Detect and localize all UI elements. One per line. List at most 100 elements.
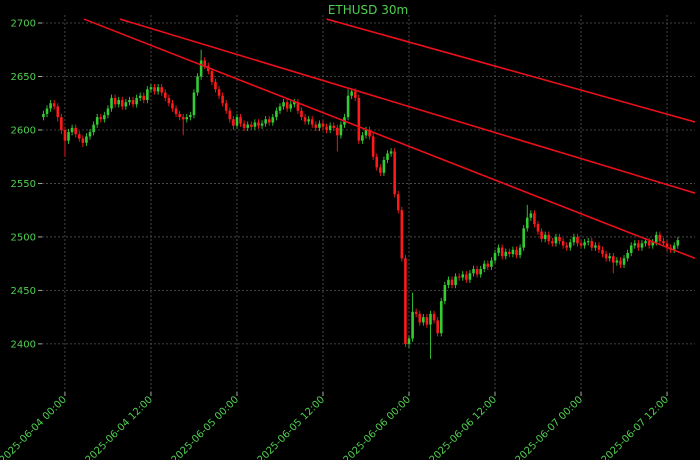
candle-body <box>368 129 371 137</box>
candle-body <box>357 97 361 141</box>
candle-body <box>303 117 307 122</box>
candle-body <box>289 104 293 109</box>
candle-body <box>246 124 250 128</box>
candle-body <box>339 124 343 136</box>
trend-line <box>83 18 695 260</box>
candle-body <box>662 241 665 244</box>
candle-body <box>260 123 264 126</box>
candle-body <box>300 110 303 118</box>
candle-body <box>594 245 597 248</box>
candle-body <box>375 156 379 168</box>
candle-body <box>579 243 583 246</box>
candle-body <box>346 95 350 118</box>
candle-body <box>113 97 117 105</box>
candle-body <box>45 108 49 114</box>
candle-body <box>425 317 429 325</box>
x-tick-label: 2025-06-04 00:00 <box>0 394 69 460</box>
candle-body <box>676 240 680 246</box>
candle-body <box>314 124 318 128</box>
candle-body <box>117 100 120 105</box>
candle-body <box>49 103 52 109</box>
candle-body <box>511 249 515 255</box>
candle-body <box>214 81 217 90</box>
candle-body <box>325 126 328 130</box>
candle-body <box>332 125 336 128</box>
candle-body <box>619 260 622 265</box>
candle-body <box>353 91 357 98</box>
candle-body <box>88 132 92 137</box>
candle-body <box>63 129 67 141</box>
candle-body <box>554 236 558 244</box>
chart-title: ETHUSD 30m <box>328 3 408 17</box>
candle-body <box>572 236 576 243</box>
candle-body <box>361 135 364 141</box>
candle-body <box>74 127 77 135</box>
candle-body <box>504 251 508 257</box>
candle-body <box>551 241 554 244</box>
candle-body <box>56 106 60 118</box>
candle-body <box>522 228 525 248</box>
candle-body <box>586 241 590 243</box>
candle-body <box>267 119 271 123</box>
candle-body <box>181 117 185 120</box>
candle-body <box>633 243 637 246</box>
candle-body <box>393 151 396 195</box>
candle-body <box>518 247 522 256</box>
candle-body <box>629 245 633 253</box>
candle-body <box>124 102 128 107</box>
candle-body <box>81 138 85 143</box>
candle-body <box>644 241 647 244</box>
candle-body <box>454 276 457 286</box>
candle-body <box>275 110 278 118</box>
candle-body <box>189 114 192 118</box>
candle-body <box>418 313 422 323</box>
candle-body <box>203 60 207 66</box>
candle-body <box>95 117 99 125</box>
candle-body <box>106 108 110 115</box>
candle-body <box>253 122 257 127</box>
candle-body <box>70 127 74 133</box>
y-tick-label: 2600 <box>11 125 36 136</box>
candle-body <box>142 95 146 101</box>
candle-body <box>604 254 608 259</box>
x-tick-label: 2025-06-06 12:00 <box>428 394 500 460</box>
y-tick-label: 2550 <box>11 179 36 190</box>
y-tick-label: 2400 <box>11 339 36 350</box>
candle-body <box>146 89 149 101</box>
candle-body <box>174 108 178 114</box>
candle-body <box>414 311 418 314</box>
candle-body <box>379 167 382 173</box>
x-tick-label: 2025-06-05 12:00 <box>256 394 328 460</box>
candle-body <box>525 217 529 229</box>
candle-body <box>655 234 658 243</box>
x-tick-label: 2025-06-07 00:00 <box>514 394 586 460</box>
candle-body <box>640 243 644 248</box>
candle-body <box>371 136 375 157</box>
candle-body <box>128 100 131 103</box>
y-tick-label: 2700 <box>11 19 36 30</box>
candle-body <box>482 263 486 270</box>
candle-body <box>672 245 676 250</box>
candle-body <box>185 117 189 120</box>
candle-body <box>178 113 181 118</box>
candle-body <box>250 124 253 127</box>
candle-body <box>52 103 56 107</box>
candle-body <box>447 279 450 286</box>
candle-body <box>490 260 493 267</box>
candle-body <box>42 113 45 118</box>
candle-body <box>658 234 662 242</box>
candle-body <box>167 97 171 104</box>
candle-body <box>665 243 669 248</box>
candle-body <box>131 100 135 105</box>
y-tick-label: 2450 <box>11 286 36 297</box>
candle-body <box>153 87 156 92</box>
candle-body <box>626 252 629 259</box>
candle-body <box>590 241 594 248</box>
candle-body <box>647 241 651 246</box>
candle-body <box>336 127 339 136</box>
candle-body <box>199 60 203 77</box>
candle-body <box>432 313 436 321</box>
candle-body <box>576 236 579 244</box>
candle-body <box>60 117 63 130</box>
candle-body <box>597 245 601 250</box>
